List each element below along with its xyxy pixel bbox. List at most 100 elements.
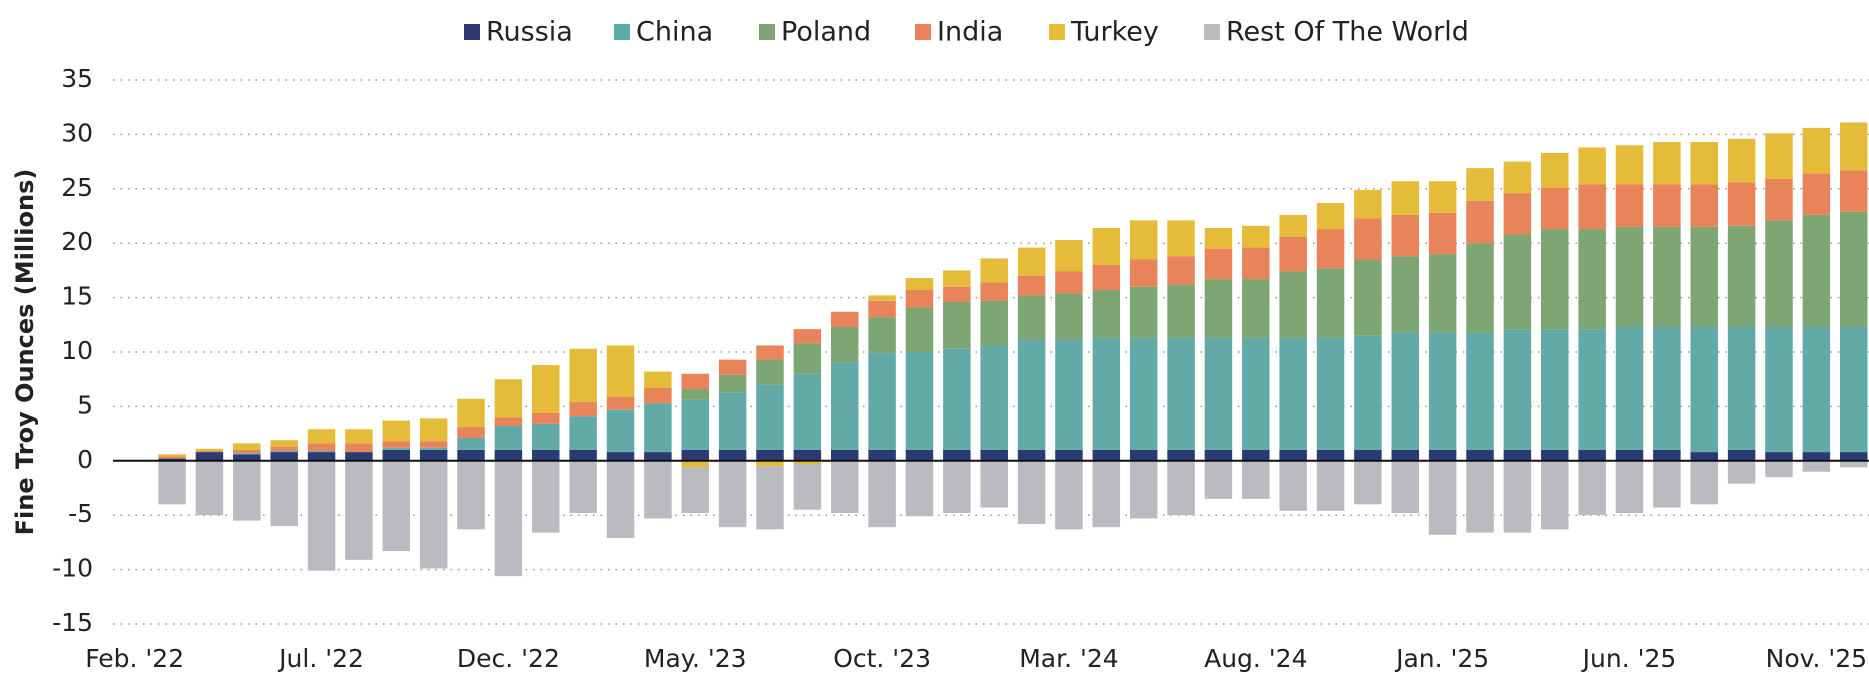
bar-segment xyxy=(419,447,448,450)
bar-segment xyxy=(1802,460,1831,472)
bar-segment xyxy=(1466,168,1494,201)
bar-segment xyxy=(569,402,597,417)
x-tick-label: Jul. '22 xyxy=(277,644,364,673)
bar-segment xyxy=(1503,460,1532,533)
bar-segment xyxy=(1017,295,1046,341)
bar-segment xyxy=(494,425,523,450)
bar-segment xyxy=(943,348,971,450)
bar-segment xyxy=(1129,286,1158,338)
bar-segment xyxy=(681,399,709,450)
bar-segment xyxy=(457,449,485,461)
bar-segment xyxy=(1541,449,1569,461)
bar-segment xyxy=(345,460,373,560)
bar-segment xyxy=(195,452,224,461)
bar-segment xyxy=(1279,271,1307,338)
bar-segment xyxy=(1503,234,1532,330)
bar-segment xyxy=(1541,460,1569,530)
bar-segment xyxy=(270,452,298,461)
bar-segment xyxy=(1354,449,1382,461)
bar-segment xyxy=(1017,449,1046,461)
bar-segment xyxy=(756,359,784,385)
bar-segment xyxy=(1690,184,1718,227)
bar-segment xyxy=(532,412,560,424)
bar-segment xyxy=(830,460,859,514)
bar-segment xyxy=(606,345,635,397)
bar-segment xyxy=(1802,127,1831,174)
bar-segment xyxy=(1055,293,1083,341)
bar-segment xyxy=(1354,189,1382,219)
bar-segment xyxy=(382,460,411,552)
bar-segment xyxy=(1653,142,1681,185)
bar-segment xyxy=(1503,329,1532,450)
y-tick-label: 20 xyxy=(61,227,93,256)
bar-segment xyxy=(1204,337,1233,450)
bar-segment xyxy=(1354,218,1382,260)
bar-segment xyxy=(1316,229,1345,269)
bar-segment xyxy=(1690,326,1718,453)
bar-segment xyxy=(1055,340,1083,450)
bar-segment xyxy=(1017,275,1046,296)
bar-segment xyxy=(1765,460,1793,478)
bar-segment xyxy=(1129,449,1158,461)
bar-segment xyxy=(569,449,597,461)
bar-segment xyxy=(943,460,971,514)
bar-segment xyxy=(1541,329,1569,450)
bar-segment xyxy=(1354,259,1382,336)
x-tick-label: Dec. '22 xyxy=(457,644,560,673)
bar-segment xyxy=(793,329,822,344)
bar-segment xyxy=(307,429,336,444)
bar-segment xyxy=(1428,181,1457,213)
bar-segment xyxy=(1354,335,1382,450)
legend-swatch xyxy=(915,24,931,40)
bar-segment xyxy=(233,449,261,454)
bar-segment xyxy=(1279,449,1307,461)
legend-swatch xyxy=(614,24,630,40)
bar-segment xyxy=(270,446,298,452)
bar-segment xyxy=(1578,449,1606,461)
bar-segment xyxy=(905,449,934,461)
bar-segment xyxy=(1615,460,1644,514)
bar-segment xyxy=(1316,202,1345,230)
bar-segment xyxy=(1765,452,1793,461)
y-tick-label: 30 xyxy=(61,118,93,147)
legend-label: China xyxy=(636,17,713,48)
legend-label: Poland xyxy=(781,17,871,48)
bar-segment xyxy=(756,449,784,461)
bar-segment xyxy=(532,460,560,533)
bar-segment xyxy=(1204,279,1233,338)
bar-segment xyxy=(494,417,523,426)
bar-segment xyxy=(718,359,747,375)
bar-segment xyxy=(1690,226,1718,327)
bar-segment xyxy=(457,460,485,530)
bar-segment xyxy=(606,452,635,461)
bar-segment xyxy=(1092,449,1121,461)
bar-segment xyxy=(1055,239,1083,272)
bar-segment xyxy=(1129,337,1158,450)
bar-segment xyxy=(1503,449,1532,461)
x-tick-label: Jun. '25 xyxy=(1581,644,1677,673)
bar-segment xyxy=(644,387,672,404)
bar-segment xyxy=(494,460,523,577)
bar-segment xyxy=(868,295,896,301)
bar-segment xyxy=(830,362,859,450)
bar-segment xyxy=(943,270,971,287)
bar-segment xyxy=(1391,256,1420,333)
bar-segment xyxy=(1615,145,1644,185)
legend-swatch xyxy=(759,24,775,40)
bar-segment xyxy=(1279,236,1307,272)
bar-segment xyxy=(756,466,784,530)
bar-segment xyxy=(1653,460,1681,508)
bar-segment xyxy=(307,443,336,452)
bar-segment xyxy=(1615,226,1644,327)
bar-segment xyxy=(793,373,822,450)
bar-segment xyxy=(1839,170,1868,212)
bar-segment xyxy=(756,460,784,467)
bar-segment xyxy=(1541,229,1569,330)
bar-segment xyxy=(943,301,971,349)
bar-segment xyxy=(644,452,672,461)
bar-segment xyxy=(345,452,373,461)
x-tick-label: Mar. '24 xyxy=(1019,644,1118,673)
bar-segment xyxy=(1055,449,1083,461)
bar-segment xyxy=(793,464,822,510)
bar-segment xyxy=(270,451,298,453)
